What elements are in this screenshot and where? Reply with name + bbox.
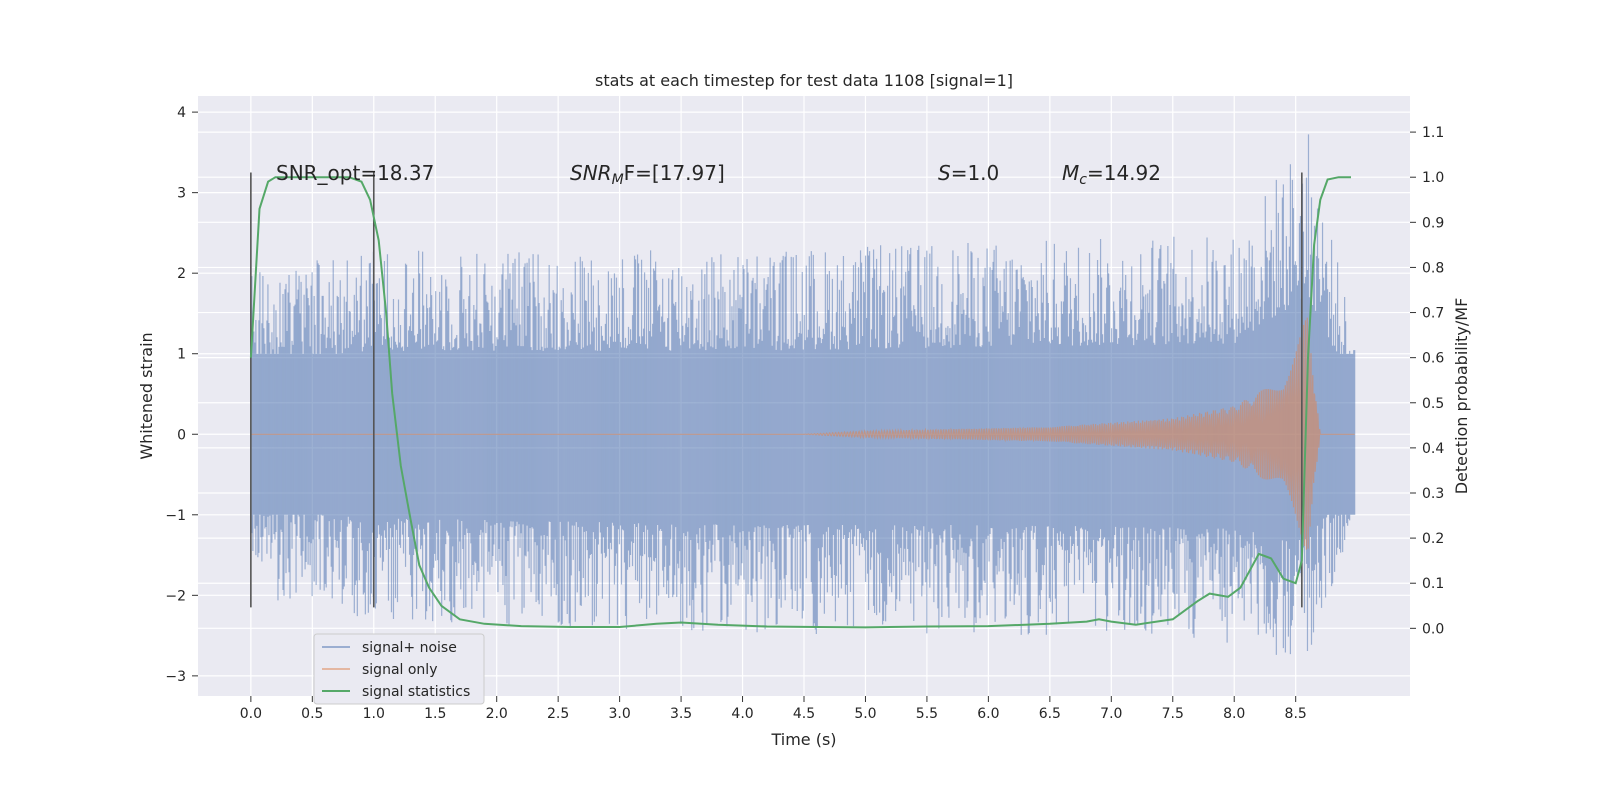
annotation-s-rest: =1.0 <box>951 161 1000 185</box>
x-tick-label: 2.5 <box>547 706 569 722</box>
series-signal-noise <box>250 134 1356 655</box>
y2-tick-label: 0.3 <box>1422 486 1444 502</box>
annotation-snr-mf-sub: M <box>612 172 624 188</box>
legend-label-signal-only: signal only <box>362 662 437 678</box>
x-tick-label: 3.0 <box>608 706 630 722</box>
x-axis-ticks: 0.0 0.5 1.0 1.5 2.0 2.5 3.0 3.5 4.0 4.5 5.0 5.5 6.0 6… <box>240 696 1307 722</box>
x-tick-label: 2.0 <box>486 706 508 722</box>
x-tick-label: 4.0 <box>731 706 753 722</box>
chart-title: stats at each timestep for test data 110… <box>595 71 1013 90</box>
y2-tick-label: 0.2 <box>1422 531 1444 547</box>
x-tick-label: 0.5 <box>301 706 323 722</box>
y-tick-label: −3 <box>165 669 186 685</box>
plot-area <box>249 134 1356 655</box>
y-tick-label: 4 <box>177 105 186 121</box>
y2-tick-label: 1.1 <box>1422 125 1444 141</box>
legend-label-signal-statistics: signal statistics <box>362 684 470 700</box>
series-signal-only <box>250 317 1355 550</box>
annotation-mc-main: M <box>1062 161 1079 185</box>
annotation-snr-mf: SNRMF=[17.97] <box>570 161 725 188</box>
series-signal-statistics <box>249 176 1351 629</box>
x-tick-label: 3.5 <box>670 706 692 722</box>
x-tick-label: 7.0 <box>1100 706 1122 722</box>
x-tick-label: 1.5 <box>424 706 446 722</box>
y2-tick-label: 0.9 <box>1422 215 1444 231</box>
x-tick-label: 6.0 <box>977 706 999 722</box>
legend-label-signal-noise: signal+ noise <box>362 640 457 656</box>
y2-tick-label: 0.4 <box>1422 441 1444 457</box>
y2-axis-label: Detection probability/MF <box>1452 298 1471 495</box>
annotation-s: S=1.0 <box>938 161 999 185</box>
annotation-mc-rest: =14.92 <box>1087 161 1161 185</box>
y2-tick-label: 0.1 <box>1422 576 1444 592</box>
y-tick-label: −1 <box>165 508 186 524</box>
y-tick-label: 1 <box>177 347 186 363</box>
y2-tick-label: 0.5 <box>1422 396 1444 412</box>
y-tick-label: 0 <box>177 427 186 443</box>
legend-box <box>313 633 485 705</box>
annotation-mc: Mc=14.92 <box>1062 161 1161 188</box>
x-tick-label: 6.5 <box>1039 706 1061 722</box>
y2-tick-label: 1.0 <box>1422 170 1444 186</box>
annotation-snr-mf-main: SNR <box>570 161 612 185</box>
x-tick-label: 7.5 <box>1162 706 1184 722</box>
y2-axis-ticks: 0.0 0.1 0.2 0.3 0.4 0.5 0.6 0.7 0.8 0.9 1.0 1.1 <box>1410 125 1444 637</box>
x-tick-label: 1.0 <box>363 706 385 722</box>
x-tick-label: 5.5 <box>916 706 938 722</box>
y-tick-label: 2 <box>177 266 186 282</box>
y-axis-label: Whitened strain <box>137 332 156 459</box>
x-tick-label: 4.5 <box>793 706 815 722</box>
y-tick-label: 3 <box>177 186 186 202</box>
x-tick-label: 0.0 <box>240 706 262 722</box>
annotation-snr-opt: SNR_opt=18.37 <box>276 161 434 185</box>
annotation-s-main: S <box>938 161 951 185</box>
y-axis-ticks: −3 −2 −1 0 1 2 3 4 <box>165 105 198 685</box>
chirp-trace <box>250 317 1355 550</box>
y-tick-label: −2 <box>165 588 186 604</box>
y2-tick-label: 0.8 <box>1422 260 1444 276</box>
x-tick-label: 8.0 <box>1223 706 1245 722</box>
x-axis-label: Time (s) <box>770 730 836 749</box>
x-tick-label: 8.5 <box>1285 706 1307 722</box>
annotation-mc-sub: c <box>1079 172 1087 188</box>
legend: signal+ noise signal only signal statist… <box>313 633 485 705</box>
y2-tick-label: 0.6 <box>1422 351 1444 367</box>
x-tick-label: 5.0 <box>854 706 876 722</box>
annotation-snr-mf-rest: F=[17.97] <box>624 161 725 185</box>
y2-tick-label: 0.7 <box>1422 306 1444 322</box>
y2-tick-label: 0.0 <box>1422 621 1444 637</box>
